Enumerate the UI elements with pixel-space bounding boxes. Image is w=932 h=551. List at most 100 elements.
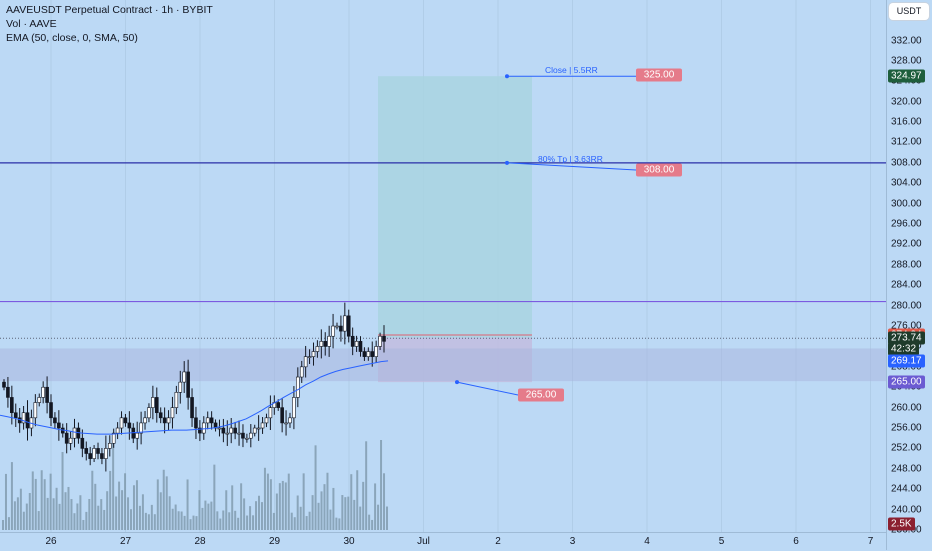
volume-bar [174, 504, 177, 530]
y-tick-label: 244.00 [891, 483, 922, 495]
y-tick-label: 252.00 [891, 442, 922, 454]
candle-body [127, 422, 132, 429]
candle-body [256, 427, 261, 430]
volume-bar [371, 519, 374, 530]
volume-bar [153, 514, 156, 530]
candle-body [13, 412, 18, 419]
candle-body [221, 427, 226, 434]
price-axis[interactable]: 332.00328.00324.00320.00316.00312.00308.… [886, 0, 932, 550]
volume-bar [40, 470, 43, 530]
volume-bar [204, 500, 207, 530]
candle-body [280, 407, 284, 424]
stop-connector [456, 381, 519, 396]
candle-body [10, 397, 14, 414]
candle-body [166, 417, 171, 424]
currency-button[interactable]: USDT [889, 3, 929, 20]
x-tick-label: 28 [194, 536, 206, 547]
y-tick-label: 248.00 [891, 463, 922, 475]
volume-bar [255, 501, 258, 530]
price-tag-volume-tag: 2.5K [888, 517, 915, 531]
y-tick-label: 320.00 [891, 96, 922, 108]
volume-bar [359, 506, 362, 530]
volume-bar [335, 517, 338, 530]
candle-body [158, 412, 163, 419]
volume-bar [263, 467, 266, 530]
volume-bar [296, 495, 299, 530]
volume-bar [284, 482, 287, 530]
volume-bar [249, 506, 252, 530]
volume-bar [144, 512, 147, 530]
volume-bar [112, 443, 115, 530]
candle-body [2, 381, 6, 388]
volume-bar [383, 473, 386, 530]
volume-bar [347, 496, 350, 530]
candle-body [339, 325, 343, 332]
candle-body [331, 325, 335, 337]
candle-body [100, 453, 104, 459]
candle-body [6, 386, 10, 398]
candle-body [319, 341, 324, 347]
volume-bar [362, 481, 365, 530]
volume-bar [386, 506, 388, 530]
volume-bar [260, 502, 263, 530]
volume-bar [138, 505, 141, 530]
volume-bar [2, 520, 4, 530]
candle-body [315, 346, 320, 352]
volume-bar [287, 473, 290, 530]
volume-bar [272, 512, 275, 530]
volume-bar [85, 511, 88, 530]
candle-body [358, 341, 363, 352]
volume-bar [168, 496, 171, 530]
x-tick-label: 6 [793, 536, 799, 547]
time-axis[interactable]: 26 27 28 29 30 Jul 2 3 4 5 6 7 [0, 532, 886, 551]
volume-bar [302, 473, 305, 530]
volume-bar [338, 518, 341, 530]
volume-bar [43, 479, 46, 530]
volume-bar [210, 501, 213, 530]
partial-target-label[interactable]: 308.00 [636, 163, 682, 177]
stop-label[interactable]: 265.00 [518, 388, 564, 402]
volume-bar [332, 487, 335, 530]
volume-bar [46, 497, 49, 530]
y-tick-label: 276.00 [891, 320, 922, 332]
volume-bar [269, 479, 272, 530]
candle-body [245, 437, 249, 440]
volume-bar [76, 503, 79, 530]
y-tick-label: 312.00 [891, 136, 922, 148]
volume-bar [37, 511, 40, 530]
volume-bar [28, 493, 31, 530]
y-tick-label: 328.00 [891, 55, 922, 67]
candle-body [190, 397, 194, 419]
y-tick-label: 240.00 [891, 504, 922, 516]
volume-bar [121, 490, 124, 530]
volume-bar [326, 472, 329, 530]
x-tick-label: 5 [718, 536, 725, 547]
volume-bar [356, 470, 359, 530]
candle-body [194, 417, 198, 429]
candle-body [119, 417, 124, 429]
volume-bar [240, 483, 243, 530]
volume-bar [228, 512, 231, 530]
volume-bar [132, 485, 135, 530]
volume-bar [82, 519, 85, 530]
support-band [0, 348, 886, 382]
volume-bar [177, 511, 180, 530]
volume-bar [234, 510, 237, 530]
volume-bar [79, 495, 82, 530]
volume-bar [195, 516, 198, 530]
horizontal-lines [0, 162, 886, 303]
candle-body [151, 397, 155, 408]
volume-bar [377, 504, 380, 530]
target-label[interactable]: 325.00 [636, 68, 682, 82]
legend-volume: Vol · AAVE [6, 18, 57, 30]
price-tag-ema-value: 269.17 [888, 354, 925, 368]
volume-bar [165, 476, 168, 530]
candle-body [366, 351, 371, 357]
x-tick-label: 26 [45, 536, 57, 547]
volume-bar [64, 492, 67, 530]
candle-body [307, 356, 312, 358]
volume-bars [2, 440, 388, 530]
volume-bar [70, 499, 73, 530]
price-chart[interactable] [0, 0, 886, 532]
volume-bar [290, 512, 293, 530]
